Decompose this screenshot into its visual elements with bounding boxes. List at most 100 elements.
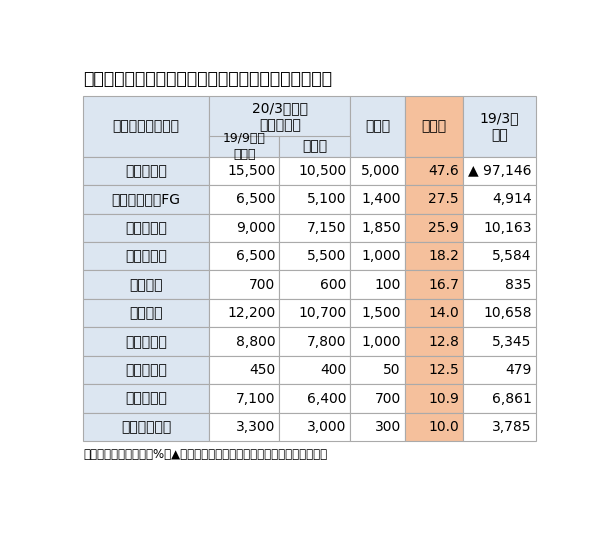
Text: 19/3期
実績: 19/3期 実績 — [479, 111, 519, 142]
Text: 増加率: 増加率 — [421, 119, 446, 133]
Bar — [209, 384, 279, 413]
Text: 300: 300 — [374, 420, 401, 434]
Text: 10,500: 10,500 — [298, 164, 347, 178]
Bar — [83, 213, 209, 242]
Text: 12.5: 12.5 — [428, 363, 459, 377]
Text: 8,800: 8,800 — [235, 335, 275, 349]
Bar — [463, 156, 536, 185]
Bar — [463, 413, 536, 441]
Text: ス　ル　ガ: ス ル ガ — [125, 164, 167, 178]
Text: 期　初: 期 初 — [302, 139, 327, 153]
Text: 3,000: 3,000 — [307, 420, 347, 434]
Bar — [209, 299, 279, 328]
Bar — [350, 356, 405, 384]
Text: 27.5: 27.5 — [428, 192, 459, 206]
Text: 700: 700 — [249, 278, 275, 292]
Bar — [209, 356, 279, 384]
Bar — [463, 356, 536, 384]
Bar — [279, 185, 350, 213]
Text: 47.6: 47.6 — [428, 164, 459, 178]
Bar — [279, 242, 350, 270]
Text: 5,500: 5,500 — [307, 249, 347, 263]
Text: （注）単位：百万円、%、▲はマイナス。連結ベース（福岡中央銀は単体）: （注）単位：百万円、%、▲はマイナス。連結ベース（福岡中央銀は単体） — [83, 447, 327, 460]
Bar — [209, 185, 279, 213]
Bar — [209, 242, 279, 270]
Bar — [350, 185, 405, 213]
Bar — [463, 242, 536, 270]
Text: 6,500: 6,500 — [236, 249, 275, 263]
Text: 大垣　共立: 大垣 共立 — [125, 391, 167, 405]
Bar — [350, 413, 405, 441]
Text: 4,914: 4,914 — [492, 192, 532, 206]
Text: 百　十　四: 百 十 四 — [125, 249, 167, 263]
Text: 3,300: 3,300 — [236, 420, 275, 434]
Bar — [279, 156, 350, 185]
Bar — [405, 156, 463, 185]
Bar — [279, 328, 350, 356]
Text: 武　蔵　野: 武 蔵 野 — [125, 335, 167, 349]
Bar — [279, 137, 350, 156]
Text: 9,000: 9,000 — [236, 221, 275, 235]
Bar — [83, 328, 209, 356]
Bar — [279, 356, 350, 384]
Bar — [405, 356, 463, 384]
Text: 12.8: 12.8 — [428, 335, 459, 349]
Text: 1,000: 1,000 — [361, 249, 401, 263]
Bar — [209, 156, 279, 185]
Bar — [83, 270, 209, 299]
Text: 18.2: 18.2 — [428, 249, 459, 263]
Bar — [209, 96, 350, 137]
Text: 5,345: 5,345 — [492, 335, 532, 349]
Bar — [405, 185, 463, 213]
Bar — [350, 384, 405, 413]
Bar — [463, 328, 536, 356]
Text: 25.9: 25.9 — [428, 221, 459, 235]
Text: 835: 835 — [505, 278, 532, 292]
Bar — [463, 384, 536, 413]
Bar — [463, 96, 536, 156]
Bar — [279, 213, 350, 242]
Bar — [279, 413, 350, 441]
Bar — [405, 328, 463, 356]
Text: 450: 450 — [249, 363, 275, 377]
Bar — [279, 384, 350, 413]
Bar — [209, 270, 279, 299]
Text: 15,500: 15,500 — [227, 164, 275, 178]
Text: 16.7: 16.7 — [428, 278, 459, 292]
Text: トモニＨＤ: トモニＨＤ — [125, 221, 167, 235]
Text: 10,163: 10,163 — [483, 221, 532, 235]
Text: 6,861: 6,861 — [492, 391, 532, 405]
Bar — [463, 299, 536, 328]
Text: 50: 50 — [383, 363, 401, 377]
Bar — [83, 413, 209, 441]
Text: 7,800: 7,800 — [307, 335, 347, 349]
Bar — [209, 137, 279, 156]
Text: 7,100: 7,100 — [236, 391, 275, 405]
Bar — [350, 299, 405, 328]
Text: 1,400: 1,400 — [361, 192, 401, 206]
Text: 5,584: 5,584 — [492, 249, 532, 263]
Text: 1,500: 1,500 — [361, 306, 401, 320]
Bar — [405, 413, 463, 441]
Bar — [463, 185, 536, 213]
Bar — [405, 242, 463, 270]
Text: ▲ 97,146: ▲ 97,146 — [468, 164, 532, 178]
Bar — [405, 384, 463, 413]
Text: 7,150: 7,150 — [307, 221, 347, 235]
Bar — [209, 213, 279, 242]
Text: 19/9決算
発表時: 19/9決算 発表時 — [223, 132, 265, 161]
Text: 10.0: 10.0 — [428, 420, 459, 434]
Bar — [350, 328, 405, 356]
Text: 1,850: 1,850 — [361, 221, 401, 235]
Text: 10,700: 10,700 — [298, 306, 347, 320]
Text: 700: 700 — [374, 391, 401, 405]
Text: 14.0: 14.0 — [428, 306, 459, 320]
Text: 福岡　中央: 福岡 中央 — [125, 363, 167, 377]
Text: 1,000: 1,000 — [361, 335, 401, 349]
Text: 10,658: 10,658 — [483, 306, 532, 320]
Bar — [83, 156, 209, 185]
Bar — [350, 270, 405, 299]
Bar — [83, 96, 209, 156]
Bar — [279, 270, 350, 299]
Bar — [83, 242, 209, 270]
